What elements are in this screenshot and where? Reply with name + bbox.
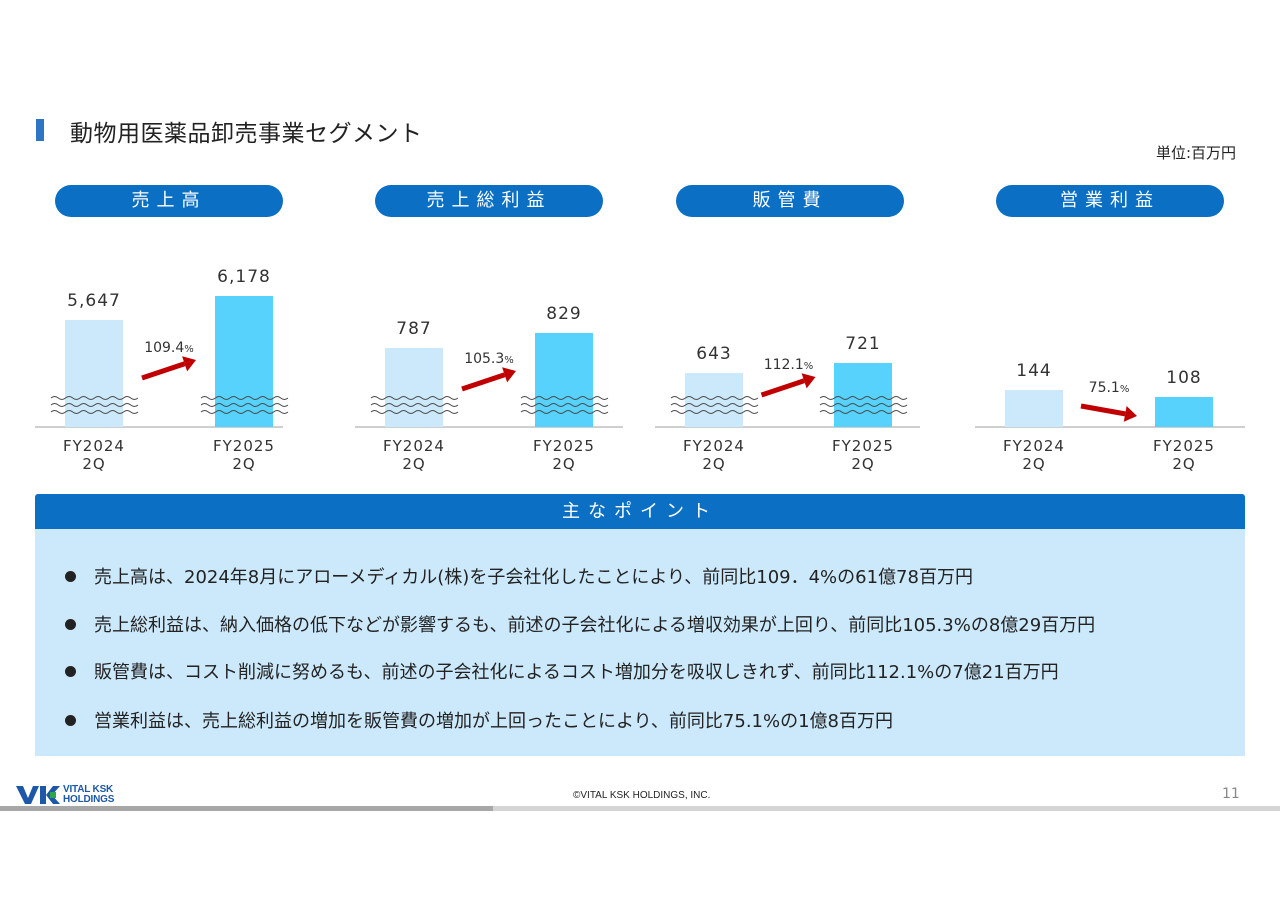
tick-label: 2Q: [851, 455, 874, 473]
chart-title-sga: 販管費: [676, 185, 904, 217]
data-label: 643: [696, 344, 731, 364]
axis-break-mark: [200, 410, 289, 414]
data-label: 829: [546, 304, 581, 324]
bar: [1155, 397, 1213, 427]
bullet-icon: [65, 570, 76, 582]
tick-label: FY2025: [533, 437, 595, 455]
unit-label: 単位:百万円: [1155, 144, 1236, 162]
page-title: 動物用医薬品卸売事業セグメント: [70, 121, 423, 147]
axis-break-mark: [819, 410, 908, 414]
trend-arrow-head: [182, 356, 196, 372]
key-point-item: 売上高は、2024年8月にアローメディカル(株)を子会社化したことにより、前同比…: [65, 563, 973, 589]
footer-rule-accent: [0, 806, 493, 811]
axis-break-mark: [520, 396, 609, 400]
axis-break-mark: [370, 410, 459, 414]
company-logo: VITAL KSK HOLDINGS: [16, 785, 136, 805]
change-label: 109.4%: [144, 340, 194, 356]
axis-break-mark: [50, 403, 139, 407]
tick-label: FY2025: [1153, 437, 1215, 455]
axis-break-mark: [670, 410, 759, 414]
bar: [215, 296, 273, 427]
change-label: 112.1%: [764, 357, 814, 373]
data-label: 108: [1166, 368, 1201, 388]
axis-break-mark: [50, 410, 139, 414]
chart-title-sales: 売上高: [55, 185, 283, 217]
tick-label: 2Q: [1022, 455, 1045, 473]
tick-label: 2Q: [232, 455, 255, 473]
tick-label: FY2025: [213, 437, 275, 455]
trend-arrow-head: [502, 367, 516, 383]
trend-arrow: [461, 372, 506, 392]
tick-label: FY2024: [383, 437, 445, 455]
title-accent-bar: [36, 119, 44, 141]
tick-label: FY2024: [683, 437, 745, 455]
tick-label: 2Q: [552, 455, 575, 473]
data-label: 6,178: [217, 267, 271, 287]
bar: [535, 333, 593, 427]
bullet-icon: [65, 665, 76, 677]
trend-arrow: [141, 361, 186, 381]
chart-title-operating-profit: 営業利益: [996, 185, 1224, 217]
axis-break-mark: [520, 410, 609, 414]
data-label: 721: [845, 334, 880, 354]
axis-break-mark: [819, 403, 908, 407]
axis-break-mark: [200, 396, 289, 400]
data-label: 5,647: [67, 291, 121, 311]
chart-title-gross-profit: 売上総利益: [375, 185, 603, 217]
axis-break-mark: [50, 396, 139, 400]
tick-label: FY2024: [63, 437, 125, 455]
bar: [65, 320, 123, 427]
axis-break-mark: [370, 403, 459, 407]
axis-break-mark: [670, 403, 759, 407]
key-points-header: 主なポイント: [35, 494, 1245, 529]
key-points-box: 売上高は、2024年8月にアローメディカル(株)を子会社化したことにより、前同比…: [35, 529, 1245, 756]
footer-rule: [0, 806, 1280, 811]
key-point-item: 販管費は、コスト削減に努めるも、前述の子会社化によるコスト増加分を吸収しきれず、…: [65, 658, 1059, 684]
axis-break-mark: [670, 396, 759, 400]
bar-charts: 5,647FY20242Q6,178FY20252Q109.4%787FY202…: [35, 267, 1245, 473]
copyright: ©VITAL KSK HOLDINGS, INC.: [573, 790, 711, 801]
tick-label: 2Q: [1172, 455, 1195, 473]
axis-break-mark: [370, 396, 459, 400]
axis-break-mark: [520, 403, 609, 407]
trend-arrow-head: [1123, 406, 1137, 422]
tick-label: 2Q: [402, 455, 425, 473]
bar: [834, 363, 892, 427]
tick-label: 2Q: [702, 455, 725, 473]
logo-text: VITAL KSK HOLDINGS: [63, 784, 115, 805]
trend-arrow: [1080, 403, 1126, 417]
bar: [1005, 390, 1063, 427]
axis-break-mark: [819, 396, 908, 400]
tick-label: FY2024: [1003, 437, 1065, 455]
bar: [685, 373, 743, 427]
data-label: 787: [396, 319, 431, 339]
trend-arrow-head: [801, 373, 816, 389]
key-point-item: 営業利益は、売上総利益の増加を販管費の増加が上回ったことにより、前同比75.1%…: [65, 707, 893, 733]
bar: [385, 348, 443, 427]
tick-label: FY2025: [832, 437, 894, 455]
tick-label: 2Q: [82, 455, 105, 473]
data-label: 144: [1016, 361, 1051, 381]
trend-arrow: [760, 378, 805, 398]
vital-ksk-logo-icon: [16, 786, 60, 804]
change-label: 105.3%: [464, 351, 514, 367]
bullet-icon: [65, 714, 76, 726]
key-point-item: 売上総利益は、納入価格の低下などが影響するも、前述の子会社化による増収効果が上回…: [65, 611, 1095, 637]
bullet-icon: [65, 618, 76, 630]
page-number: 11: [1222, 786, 1240, 802]
change-label: 75.1%: [1089, 380, 1130, 396]
axis-break-mark: [200, 403, 289, 407]
